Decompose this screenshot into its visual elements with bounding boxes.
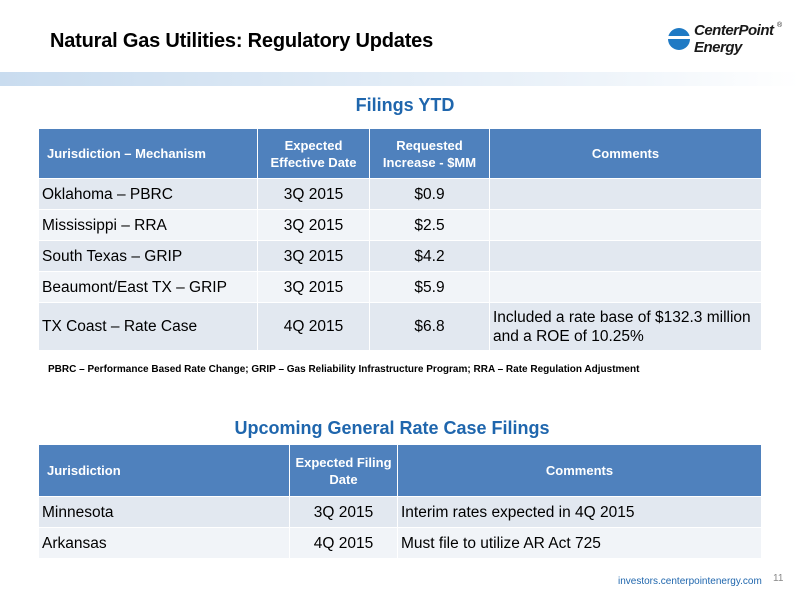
col-header-effective-date: Expected Effective Date	[257, 128, 370, 179]
comments-cell: Must file to utilize AR Act 725	[397, 527, 762, 559]
date-cell: 3Q 2015	[257, 240, 370, 272]
logo-mark-icon	[668, 28, 690, 50]
slide-title: Natural Gas Utilities: Regulatory Update…	[50, 30, 434, 52]
col-header-jurisdiction: Jurisdiction – Mechanism	[38, 128, 258, 179]
col-header-requested-increase: Requested Increase - $MM	[369, 128, 490, 179]
table-header-row: Jurisdiction Expected Filing Date Commen…	[38, 444, 762, 497]
comments-cell: Interim rates expected in 4Q 2015	[397, 496, 762, 528]
table-row: Minnesota 3Q 2015 Interim rates expected…	[38, 496, 762, 528]
increase-cell: $6.8	[369, 302, 490, 351]
table-header-row: Jurisdiction – Mechanism Expected Effect…	[38, 128, 762, 179]
jurisdiction-cell: Mississippi – RRA	[38, 209, 258, 241]
date-cell: 3Q 2015	[257, 271, 370, 303]
jurisdiction-cell: South Texas – GRIP	[38, 240, 258, 272]
header-band	[0, 72, 800, 86]
jurisdiction-cell: Beaumont/East TX – GRIP	[38, 271, 258, 303]
comments-cell	[489, 209, 762, 241]
col-header-filing-date: Expected Filing Date	[289, 444, 398, 497]
date-cell: 4Q 2015	[257, 302, 370, 351]
comments-cell: Included a rate base of $132.3 million a…	[489, 302, 762, 351]
abbreviations-footnote: PBRC – Performance Based Rate Change; GR…	[48, 364, 640, 375]
filings-table: Jurisdiction – Mechanism Expected Effect…	[38, 128, 762, 351]
jurisdiction-cell: Oklahoma – PBRC	[38, 178, 258, 210]
table-row: Oklahoma – PBRC 3Q 2015 $0.9	[38, 178, 762, 210]
date-cell: 3Q 2015	[289, 496, 398, 528]
comments-cell	[489, 240, 762, 272]
logo-text-line1: CenterPoint	[694, 22, 774, 39]
rate-case-table: Jurisdiction Expected Filing Date Commen…	[38, 444, 762, 559]
col-header-comments: Comments	[489, 128, 762, 179]
page-number: 11	[773, 573, 784, 584]
comments-cell	[489, 178, 762, 210]
jurisdiction-cell: TX Coast – Rate Case	[38, 302, 258, 351]
date-cell: 4Q 2015	[289, 527, 398, 559]
col-header-jurisdiction: Jurisdiction	[38, 444, 290, 497]
increase-cell: $4.2	[369, 240, 490, 272]
increase-cell: $0.9	[369, 178, 490, 210]
logo-text-line2: Energy	[694, 39, 742, 56]
website-link[interactable]: investors.centerpointenergy.com	[618, 576, 762, 587]
table-row: South Texas – GRIP 3Q 2015 $4.2	[38, 240, 762, 272]
table-row: Mississippi – RRA 3Q 2015 $2.5	[38, 209, 762, 241]
date-cell: 3Q 2015	[257, 209, 370, 241]
date-cell: 3Q 2015	[257, 178, 370, 210]
jurisdiction-cell: Arkansas	[38, 527, 290, 559]
rate-case-title: Upcoming General Rate Case Filings	[234, 418, 550, 438]
table-row: Beaumont/East TX – GRIP 3Q 2015 $5.9	[38, 271, 762, 303]
table-row: Arkansas 4Q 2015 Must file to utilize AR…	[38, 527, 762, 559]
jurisdiction-cell: Minnesota	[38, 496, 290, 528]
increase-cell: $2.5	[369, 209, 490, 241]
logo-registered-mark: ®	[777, 22, 783, 29]
centerpoint-logo: CenterPoint ® Energy	[666, 18, 786, 64]
filings-title: Filings YTD	[355, 95, 455, 115]
col-header-comments: Comments	[397, 444, 762, 497]
table-row: TX Coast – Rate Case 4Q 2015 $6.8 Includ…	[38, 302, 762, 351]
comments-cell	[489, 271, 762, 303]
increase-cell: $5.9	[369, 271, 490, 303]
